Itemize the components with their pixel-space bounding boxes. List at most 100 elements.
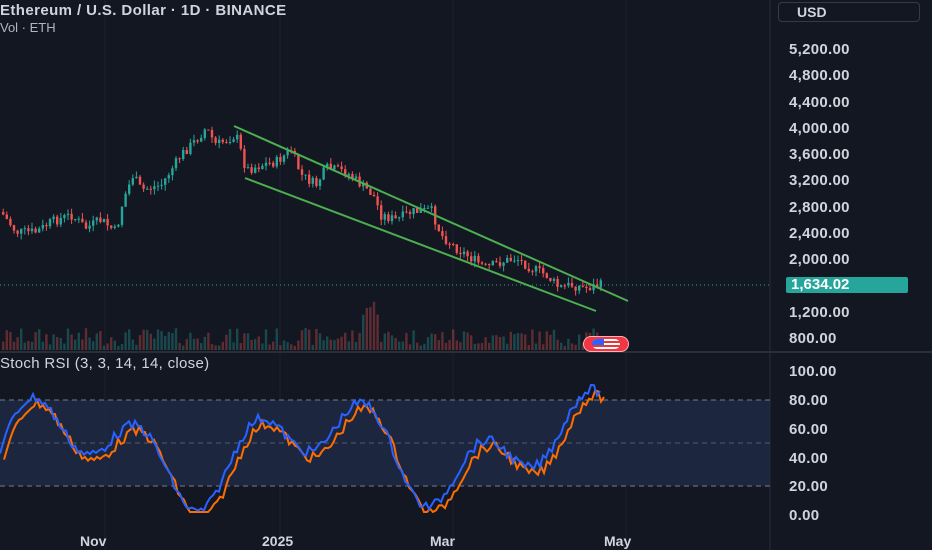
channel-upper-line[interactable] [233, 125, 629, 302]
volume-bar [477, 343, 480, 350]
candle [405, 205, 408, 214]
symbol-title[interactable]: Ethereum / U.S. Dollar · 1D · BINANCE [0, 2, 287, 19]
price-label: 2,400.00 [789, 225, 850, 242]
candle [444, 230, 448, 246]
volume-bar [297, 340, 300, 350]
candle [207, 129, 210, 131]
candle [30, 222, 34, 234]
candle [12, 224, 16, 234]
volume-bar [70, 334, 73, 350]
volume-bar [444, 342, 448, 350]
volume-bar [336, 338, 340, 350]
stoch-axis-label: 20.00 [789, 478, 829, 495]
volume-bar [520, 333, 523, 350]
volume-bar [527, 344, 530, 350]
volume-bar [74, 339, 77, 350]
candle [437, 224, 440, 232]
volume-bar [516, 333, 520, 350]
volume-bar [574, 344, 577, 350]
candle [27, 224, 30, 236]
candle [552, 277, 556, 284]
candle [390, 210, 394, 225]
price-label: 4,000.00 [789, 120, 850, 137]
stoch-band [0, 400, 770, 486]
volume-bar [452, 329, 455, 350]
candle [585, 284, 588, 293]
candle [315, 175, 318, 188]
volume-bar [182, 345, 185, 350]
candle [495, 258, 498, 263]
volume-bar [347, 341, 350, 350]
candle [484, 262, 487, 266]
volume-bar [254, 338, 257, 350]
candle [545, 272, 548, 279]
volume-bar [221, 341, 224, 350]
volume-bar [138, 335, 142, 350]
candle [120, 206, 124, 228]
volume-bar [340, 336, 343, 350]
volume-bar [38, 329, 41, 350]
currency-button[interactable]: USD [778, 2, 920, 22]
candle [77, 216, 80, 224]
volume-bar [344, 332, 347, 350]
candle [135, 171, 138, 179]
volume-bar [326, 336, 329, 350]
candle [380, 200, 383, 226]
candle [516, 255, 520, 267]
volume-bar [304, 328, 307, 350]
candle [416, 208, 419, 214]
volume-bar [531, 329, 534, 350]
candle [336, 163, 340, 168]
volume-bar [200, 343, 203, 350]
volume-bar [239, 343, 242, 350]
candle [491, 260, 494, 266]
candle [239, 132, 242, 151]
volume-bar [268, 344, 271, 350]
candle [192, 134, 196, 147]
candlesticks[interactable] [2, 126, 602, 296]
candle [95, 216, 98, 225]
candle [138, 174, 142, 185]
volume-bar [372, 301, 376, 350]
candle [401, 205, 404, 221]
stoch-rsi-title[interactable]: Stoch RSI (3, 3, 14, 14, close) [0, 355, 210, 372]
candle [59, 212, 62, 228]
candle [394, 211, 397, 219]
volume-bar [552, 329, 556, 350]
us-flag-icon[interactable] [583, 336, 629, 352]
volume-bar [506, 343, 509, 350]
volume-bar [502, 336, 505, 350]
volume-bar [369, 307, 372, 350]
candle [498, 256, 502, 269]
stoch-axis-label: 80.00 [789, 392, 829, 409]
candle [531, 269, 534, 276]
volume-bar [110, 337, 113, 350]
volume-bar [34, 332, 37, 350]
candle [56, 214, 59, 228]
candle [430, 202, 433, 213]
volume-bar [419, 345, 422, 350]
volume-bar [581, 342, 584, 350]
candle [538, 261, 541, 273]
candle [232, 136, 235, 143]
stoch-k-line [0, 383, 601, 512]
candle [513, 255, 516, 263]
volume-bar [459, 342, 462, 350]
volume-bar [448, 339, 451, 350]
candle [221, 138, 224, 145]
candle [297, 153, 300, 170]
channel-lower-line[interactable] [244, 177, 597, 312]
candle [524, 260, 527, 270]
volume-bar [232, 342, 235, 350]
volume-legend[interactable]: Vol · ETH [0, 20, 56, 35]
candle [275, 154, 278, 169]
volume-bar [534, 343, 538, 350]
candle [441, 226, 444, 240]
candle [534, 264, 538, 277]
candle [156, 181, 160, 192]
candle [92, 215, 95, 232]
volume-bar [124, 332, 127, 350]
candle [311, 176, 314, 188]
